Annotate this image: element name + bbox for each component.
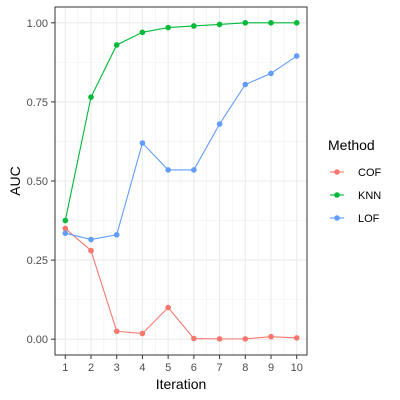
x-tick-label: 8 xyxy=(242,362,248,374)
y-tick-labels: 0.00 0.25 0.50 0.75 1.00 xyxy=(27,18,48,346)
knn-point xyxy=(165,24,171,31)
cof-point xyxy=(113,328,120,335)
lof-point xyxy=(139,140,146,146)
legend-key-point-cof xyxy=(334,169,340,175)
knn-point xyxy=(293,20,300,26)
y-tick-label: 0.25 xyxy=(27,255,48,267)
x-tick-labels: 1 2 3 4 5 6 7 8 9 10 xyxy=(62,362,303,374)
knn-point xyxy=(242,20,249,26)
knn-series-line xyxy=(64,22,297,221)
y-tick-label: 1.00 xyxy=(27,18,48,30)
lof-point xyxy=(165,167,171,173)
series-layer xyxy=(62,20,300,342)
cof-point xyxy=(293,335,300,341)
knn-point xyxy=(88,94,94,100)
cof-point xyxy=(216,336,223,342)
knn-point xyxy=(62,217,69,224)
legend-key-point-lof xyxy=(334,215,340,221)
lof-point xyxy=(242,81,249,88)
x-tick-label: 4 xyxy=(139,362,145,374)
legend-label-lof: LOF xyxy=(358,213,380,225)
cof-point xyxy=(268,333,274,340)
cof-point xyxy=(88,247,94,254)
x-tick-label: 10 xyxy=(291,362,303,374)
x-tick-label: 1 xyxy=(62,362,68,374)
x-tick-label: 2 xyxy=(88,362,94,374)
knn-point xyxy=(268,20,274,26)
lof-point xyxy=(268,70,274,77)
lof-point xyxy=(88,236,94,243)
cof-point xyxy=(165,304,171,311)
lof-series-line xyxy=(65,55,298,241)
lof-point xyxy=(113,231,120,238)
lof-point xyxy=(216,121,223,127)
cof-series-line xyxy=(64,228,297,340)
legend-key-point-knn xyxy=(334,192,340,198)
legend-label-knn: KNN xyxy=(358,190,381,202)
knn-point xyxy=(113,42,120,48)
x-axis-title: Iteration xyxy=(156,376,207,392)
knn-point xyxy=(139,29,146,36)
lof-point xyxy=(293,53,300,59)
x-tick-label: 6 xyxy=(191,362,197,374)
cof-point xyxy=(191,335,197,342)
axis-ticks xyxy=(51,22,298,359)
cof-point xyxy=(62,225,69,232)
x-tick-label: 7 xyxy=(217,362,223,374)
y-tick-label: 0.00 xyxy=(27,334,48,346)
knn-point xyxy=(191,23,197,29)
lof-point xyxy=(191,167,197,173)
x-tick-label: 3 xyxy=(114,362,120,374)
x-tick-label: 5 xyxy=(165,362,171,374)
legend: Method COF KNN LOF xyxy=(328,137,382,225)
cof-point xyxy=(139,330,146,337)
lof-point xyxy=(62,230,69,236)
y-tick-label: 0.50 xyxy=(27,176,48,188)
x-tick-label: 9 xyxy=(268,362,274,374)
legend-label-cof: COF xyxy=(358,167,382,179)
knn-point xyxy=(216,21,223,28)
cof-point xyxy=(242,336,249,342)
y-tick-label: 0.75 xyxy=(27,97,48,109)
legend-title: Method xyxy=(328,137,375,153)
y-axis-title: AUC xyxy=(7,166,23,196)
major-gridlines xyxy=(55,7,307,355)
